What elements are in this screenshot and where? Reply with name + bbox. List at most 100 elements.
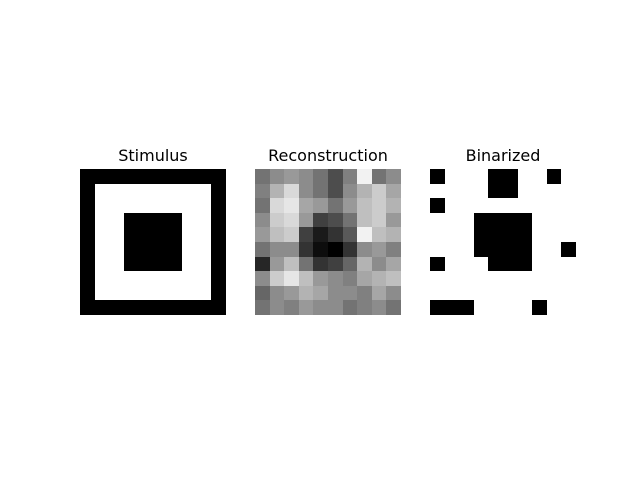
pixel-cell xyxy=(502,300,518,315)
pixel-cell xyxy=(517,285,533,301)
pixel-cell xyxy=(152,300,168,315)
pixel-cell xyxy=(269,256,285,272)
pixel-cell xyxy=(386,285,401,301)
pixel-cell xyxy=(371,169,387,184)
pixel-cell xyxy=(152,183,168,199)
pixel-cell xyxy=(357,183,372,199)
pixel-cell xyxy=(196,300,212,315)
pixel-cell xyxy=(532,300,547,315)
pixel-cell xyxy=(517,300,533,315)
pixel-cell xyxy=(196,227,212,242)
pixel-cell xyxy=(109,285,124,301)
pixel-cell xyxy=(327,285,343,301)
pixel-cell xyxy=(94,169,110,184)
pixel-cell xyxy=(255,198,270,213)
pixel-cell xyxy=(182,183,197,199)
pixel-cell xyxy=(371,183,387,199)
pixel-cell xyxy=(123,183,139,199)
stimulus-image xyxy=(80,169,226,315)
pixel-cell xyxy=(386,212,401,228)
pixel-cell xyxy=(357,300,372,315)
pixel-cell xyxy=(94,271,110,286)
pixel-cell xyxy=(444,198,460,213)
pixel-cell xyxy=(327,198,343,213)
pixel-cell xyxy=(284,285,299,301)
pixel-cell xyxy=(444,285,460,301)
pixel-cell xyxy=(167,241,183,257)
pixel-cell xyxy=(342,183,358,199)
pixel-cell xyxy=(546,256,562,272)
pixel-cell xyxy=(386,256,401,272)
pixel-cell xyxy=(488,256,503,272)
pixel-cell xyxy=(488,285,503,301)
pixel-cell xyxy=(182,271,197,286)
pixel-cell xyxy=(488,198,503,213)
pixel-cell xyxy=(473,300,489,315)
pixel-cell xyxy=(459,241,474,257)
pixel-cell xyxy=(109,300,124,315)
pixel-cell xyxy=(546,300,562,315)
pixel-cell xyxy=(109,241,124,257)
pixel-cell xyxy=(269,271,285,286)
pixel-cell xyxy=(284,300,299,315)
pixel-cell xyxy=(123,227,139,242)
pixel-cell xyxy=(444,241,460,257)
pixel-cell xyxy=(138,227,153,242)
pixel-cell xyxy=(371,256,387,272)
pixel-cell xyxy=(196,285,212,301)
pixel-cell xyxy=(123,198,139,213)
pixel-cell xyxy=(502,169,518,184)
pixel-cell xyxy=(80,241,95,257)
pixel-cell xyxy=(386,241,401,257)
pixel-cell xyxy=(182,212,197,228)
pixel-cell xyxy=(196,198,212,213)
pixel-cell xyxy=(298,241,314,257)
pixel-cell xyxy=(269,169,285,184)
pixel-cell xyxy=(109,271,124,286)
pixel-cell xyxy=(546,198,562,213)
pixel-cell xyxy=(167,169,183,184)
pixel-cell xyxy=(255,300,270,315)
pixel-cell xyxy=(517,256,533,272)
pixel-cell xyxy=(298,169,314,184)
pixel-cell xyxy=(502,183,518,199)
pixel-cell xyxy=(473,212,489,228)
pixel-cell xyxy=(298,285,314,301)
pixel-cell xyxy=(371,285,387,301)
pixel-cell xyxy=(152,271,168,286)
pixel-cell xyxy=(371,212,387,228)
pixel-cell xyxy=(459,198,474,213)
pixel-cell xyxy=(386,183,401,199)
pixel-cell xyxy=(80,212,95,228)
pixel-cell xyxy=(138,241,153,257)
pixel-cell xyxy=(80,183,95,199)
pixel-cell xyxy=(123,241,139,257)
pixel-cell xyxy=(488,227,503,242)
stimulus-panel: Stimulus xyxy=(79,145,227,315)
pixel-cell xyxy=(298,227,314,242)
pixel-cell xyxy=(561,271,576,286)
pixel-cell xyxy=(532,212,547,228)
pixel-cell xyxy=(313,212,328,228)
pixel-cell xyxy=(517,183,533,199)
pixel-cell xyxy=(561,212,576,228)
pixel-cell xyxy=(211,256,226,272)
pixel-cell xyxy=(342,198,358,213)
pixel-cell xyxy=(502,241,518,257)
pixel-cell xyxy=(80,300,95,315)
pixel-cell xyxy=(357,198,372,213)
pixel-cell xyxy=(80,271,95,286)
pixel-cell xyxy=(459,271,474,286)
pixel-cell xyxy=(517,198,533,213)
pixel-cell xyxy=(459,227,474,242)
pixel-cell xyxy=(473,169,489,184)
pixel-cell xyxy=(284,227,299,242)
pixel-cell xyxy=(167,300,183,315)
pixel-cell xyxy=(430,271,445,286)
pixel-cell xyxy=(502,227,518,242)
pixel-cell xyxy=(327,227,343,242)
pixel-cell xyxy=(313,300,328,315)
pixel-cell xyxy=(284,169,299,184)
pixel-cell xyxy=(284,183,299,199)
pixel-cell xyxy=(473,271,489,286)
